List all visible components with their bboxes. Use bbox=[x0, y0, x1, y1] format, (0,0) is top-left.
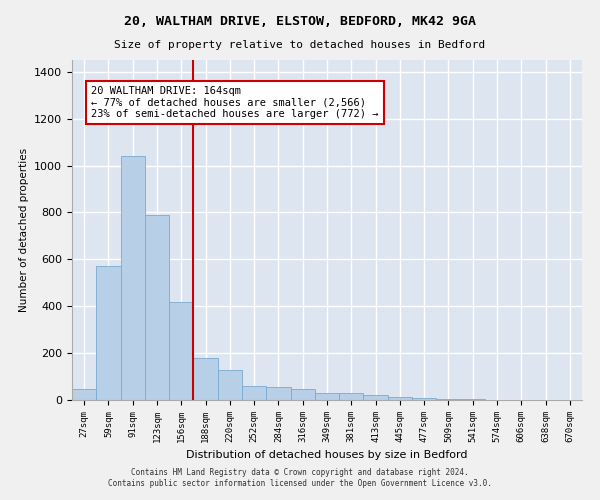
Bar bbox=[290, 389, 315, 400]
Bar bbox=[72, 389, 96, 400]
Bar bbox=[266, 386, 290, 400]
Bar bbox=[436, 399, 461, 400]
Bar bbox=[412, 398, 436, 400]
Bar bbox=[169, 302, 193, 400]
Bar bbox=[339, 394, 364, 400]
Text: 20 WALTHAM DRIVE: 164sqm
← 77% of detached houses are smaller (2,566)
23% of sem: 20 WALTHAM DRIVE: 164sqm ← 77% of detach… bbox=[91, 86, 379, 119]
Y-axis label: Number of detached properties: Number of detached properties bbox=[19, 148, 29, 312]
X-axis label: Distribution of detached houses by size in Bedford: Distribution of detached houses by size … bbox=[186, 450, 468, 460]
Bar bbox=[315, 393, 339, 400]
Bar bbox=[364, 396, 388, 400]
Bar bbox=[218, 370, 242, 400]
Bar bbox=[145, 215, 169, 400]
Text: Contains HM Land Registry data © Crown copyright and database right 2024.
Contai: Contains HM Land Registry data © Crown c… bbox=[108, 468, 492, 487]
Bar bbox=[96, 266, 121, 400]
Bar bbox=[242, 386, 266, 400]
Bar bbox=[121, 156, 145, 400]
Text: 20, WALTHAM DRIVE, ELSTOW, BEDFORD, MK42 9GA: 20, WALTHAM DRIVE, ELSTOW, BEDFORD, MK42… bbox=[124, 15, 476, 28]
Bar bbox=[388, 397, 412, 400]
Bar bbox=[193, 358, 218, 400]
Text: Size of property relative to detached houses in Bedford: Size of property relative to detached ho… bbox=[115, 40, 485, 50]
